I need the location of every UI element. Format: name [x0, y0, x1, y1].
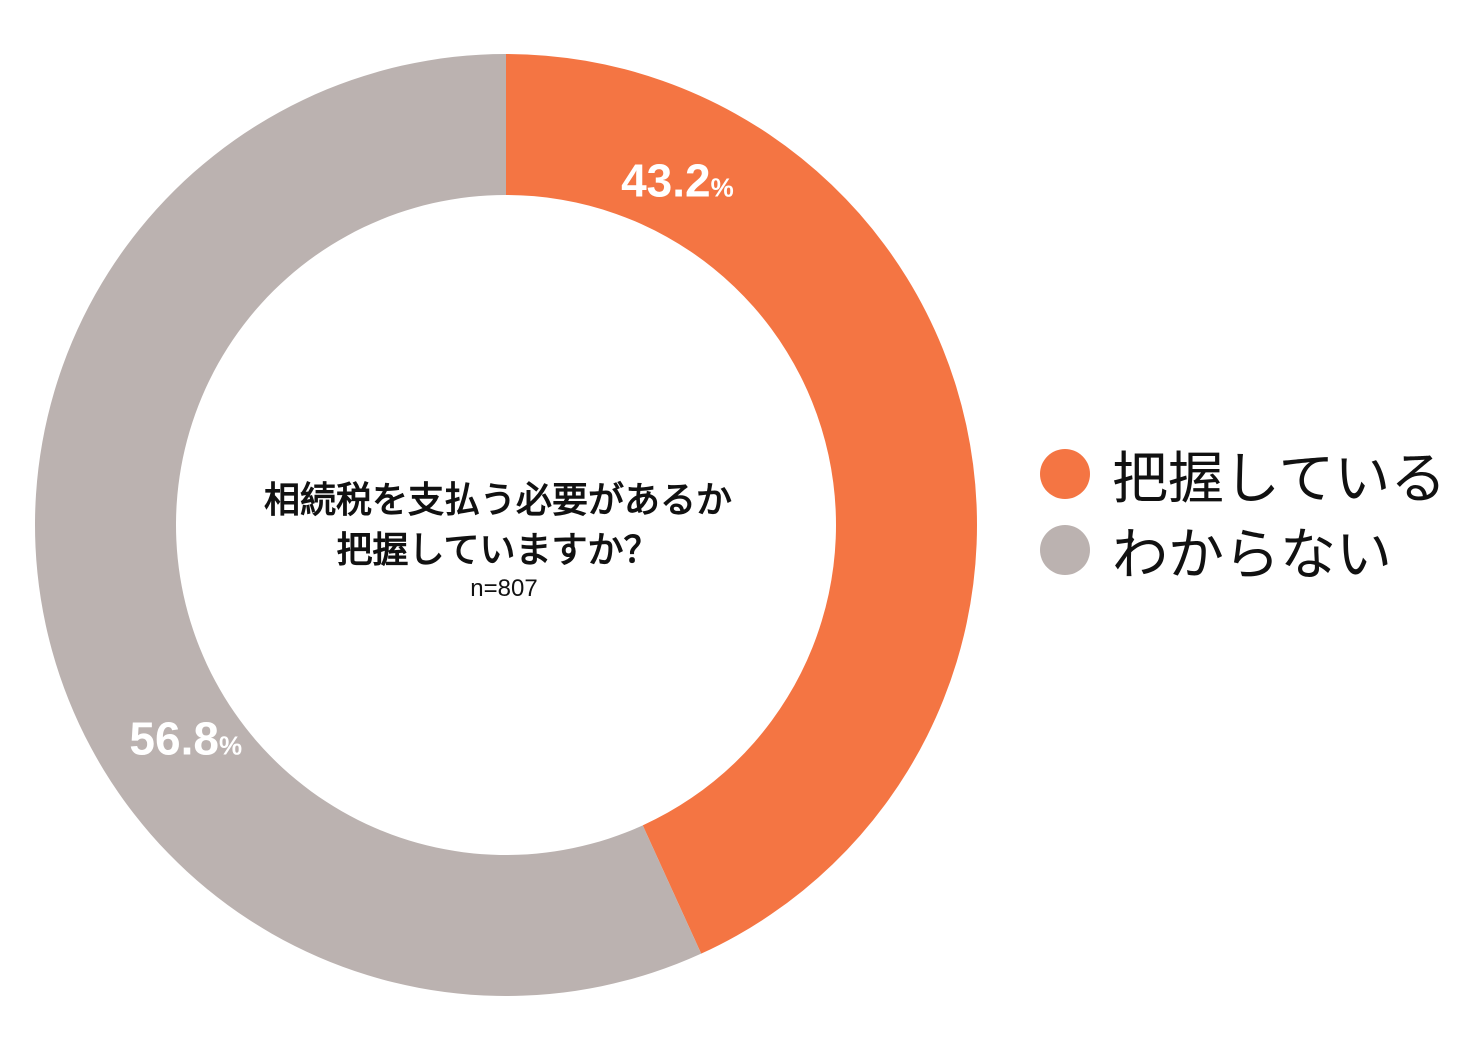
donut-slices [35, 54, 978, 996]
legend-swatch-unknown [1040, 525, 1090, 575]
slice-labels: 43.2% 56.8% [129, 154, 733, 764]
legend-label-aware: 把握している [1112, 446, 1447, 512]
slice-label-aware: 43.2% [621, 154, 734, 206]
center-title-line-2: 把握していますか？ [337, 530, 660, 571]
legend: 把握している わからない [1040, 436, 1446, 588]
legend-label-unknown: わからない [1112, 522, 1392, 588]
slice-unknown [35, 54, 702, 996]
slice-aware [506, 54, 978, 954]
legend-item-unknown: わからない [1040, 512, 1446, 588]
center-title-line-1: 相続税を支払う必要があるか [264, 480, 732, 521]
legend-item-aware: 把握している [1040, 436, 1446, 512]
center-subtitle: n=807 [470, 575, 537, 602]
legend-swatch-aware [1040, 449, 1090, 499]
slice-label-unknown: 56.8% [129, 713, 242, 765]
